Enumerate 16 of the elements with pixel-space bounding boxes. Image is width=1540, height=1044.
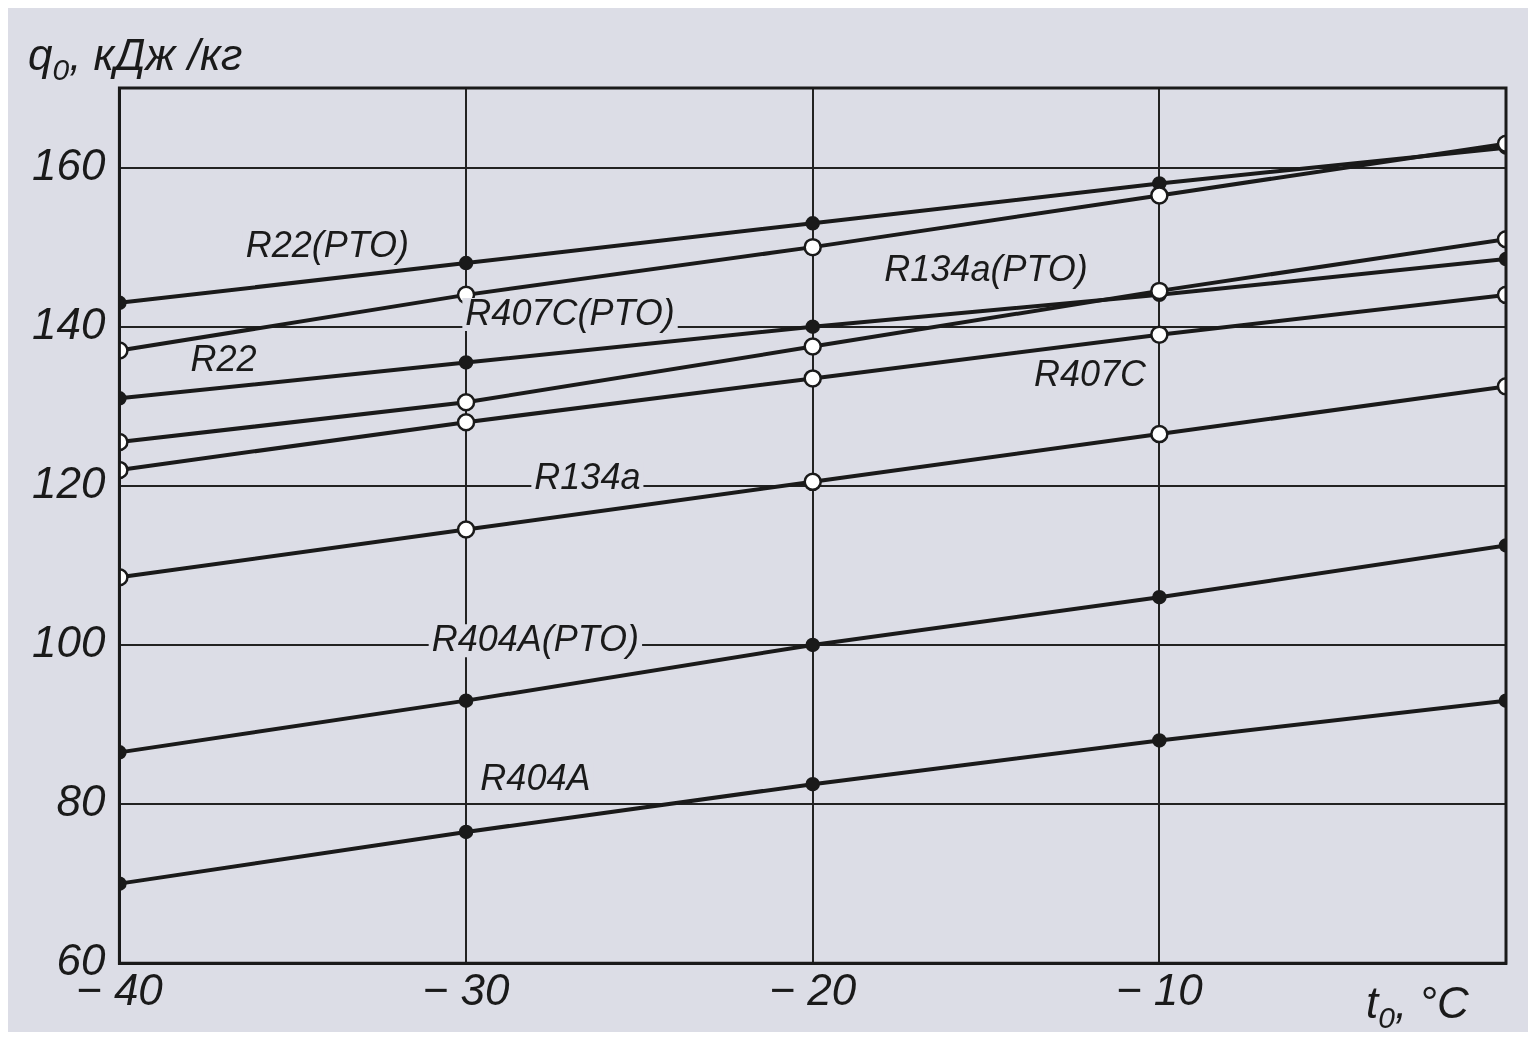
y-tick-label: 80 <box>56 776 106 826</box>
y-tick-label: 100 <box>31 617 106 667</box>
x-tick-label: − 30 <box>422 964 511 1014</box>
y-tick-label: 160 <box>31 139 106 189</box>
series-label: R134a <box>534 456 641 497</box>
x-tick-label: − 20 <box>769 964 857 1014</box>
y-tick-label: 120 <box>31 458 106 508</box>
y-tick-label: 140 <box>31 298 106 348</box>
series-label: R404A(PTO) <box>431 618 640 660</box>
series-label: R22(PTO) <box>245 224 410 266</box>
series-label: R22 <box>190 338 257 380</box>
series-label: R407C(PTO) <box>465 292 675 334</box>
x-tick-label: − 10 <box>1115 964 1204 1014</box>
series-label: R404A <box>480 756 591 798</box>
series-label: R134a(PTO) <box>884 247 1088 289</box>
series-label: R407C <box>1033 352 1148 394</box>
